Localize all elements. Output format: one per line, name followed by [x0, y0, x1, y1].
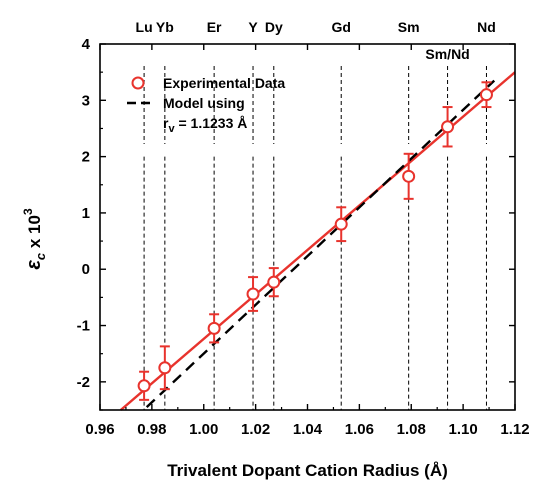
data-marker: [402, 169, 416, 183]
element-label: Dy: [265, 19, 283, 35]
y-tick-label: 0: [82, 261, 90, 278]
x-tick-label: 1.08: [397, 421, 426, 438]
x-tick-label: 1.04: [293, 421, 323, 438]
x-tick-label: 0.98: [137, 421, 166, 438]
data-marker: [137, 379, 151, 393]
element-labels: Lu Yb Er Y Dy Gd Sm Sm/Nd Nd: [136, 19, 496, 62]
data-point: [267, 267, 281, 298]
x-tick-label: 1.00: [189, 421, 218, 438]
x-tick-label: 1.02: [241, 421, 270, 438]
data-points: [137, 81, 493, 401]
element-label: Lu: [136, 19, 153, 35]
data-point: [334, 206, 348, 243]
legend-radius-sub: v: [168, 123, 175, 135]
legend-label-model-radius: rv = 1.1233 Å: [163, 115, 247, 135]
legend-radius-value: = 1.1233 Å: [175, 115, 248, 131]
element-label: Er: [207, 19, 222, 35]
x-tick-label: 1.10: [449, 421, 478, 438]
y-tick-label: 1: [82, 205, 90, 222]
data-marker: [207, 321, 221, 335]
x-tick-label: 1.12: [500, 421, 529, 438]
y-axis-superscript: 3: [21, 208, 35, 215]
data-point: [246, 276, 260, 312]
data-point: [137, 370, 151, 401]
y-tick-label: 2: [82, 149, 90, 166]
y-axis-title: εc x 103: [21, 208, 48, 270]
x-tick-label: 1.06: [345, 421, 374, 438]
legend-label-experimental: Experimental Data: [163, 75, 285, 91]
y-tick-label: -2: [77, 374, 90, 391]
data-marker: [334, 217, 348, 231]
data-marker: [158, 361, 172, 375]
data-point: [207, 313, 221, 344]
legend: Experimental Data Model using rv = 1.1233 …: [127, 75, 285, 135]
y-axis-symbol: ε: [23, 260, 45, 270]
y-tick-label: 3: [82, 92, 90, 109]
y-axis-multiplier: x 10: [25, 215, 44, 253]
element-label: Gd: [331, 19, 350, 35]
axis-ticks: 0.96 0.98 1.00 1.02 1.04 1.06 1.08 1.10 1.12 -2 -1…: [77, 36, 530, 438]
legend-marker-experimental: [131, 76, 145, 90]
x-tick-label: 0.96: [85, 421, 114, 438]
legend-label-model: Model using: [163, 95, 245, 111]
x-axis-title: Trivalent Dopant Cation Radius (Å): [167, 461, 448, 480]
y-tick-label: -1: [77, 318, 90, 335]
element-label: Y: [248, 19, 258, 35]
data-marker: [441, 120, 455, 134]
data-marker: [246, 287, 260, 301]
model-line: [145, 79, 496, 409]
data-point: [479, 81, 493, 109]
y-axis-subscript: c: [33, 252, 48, 260]
y-tick-label: 4: [82, 36, 91, 53]
data-point: [441, 106, 455, 148]
legend-radius-base: r: [163, 115, 169, 131]
element-label: Nd: [477, 19, 496, 35]
element-label: Yb: [156, 19, 174, 35]
data-marker: [479, 88, 493, 102]
data-marker: [267, 275, 281, 289]
element-label: Sm: [398, 19, 420, 35]
data-point: [158, 345, 172, 391]
data-point: [402, 152, 416, 200]
element-label: Sm/Nd: [425, 46, 469, 62]
